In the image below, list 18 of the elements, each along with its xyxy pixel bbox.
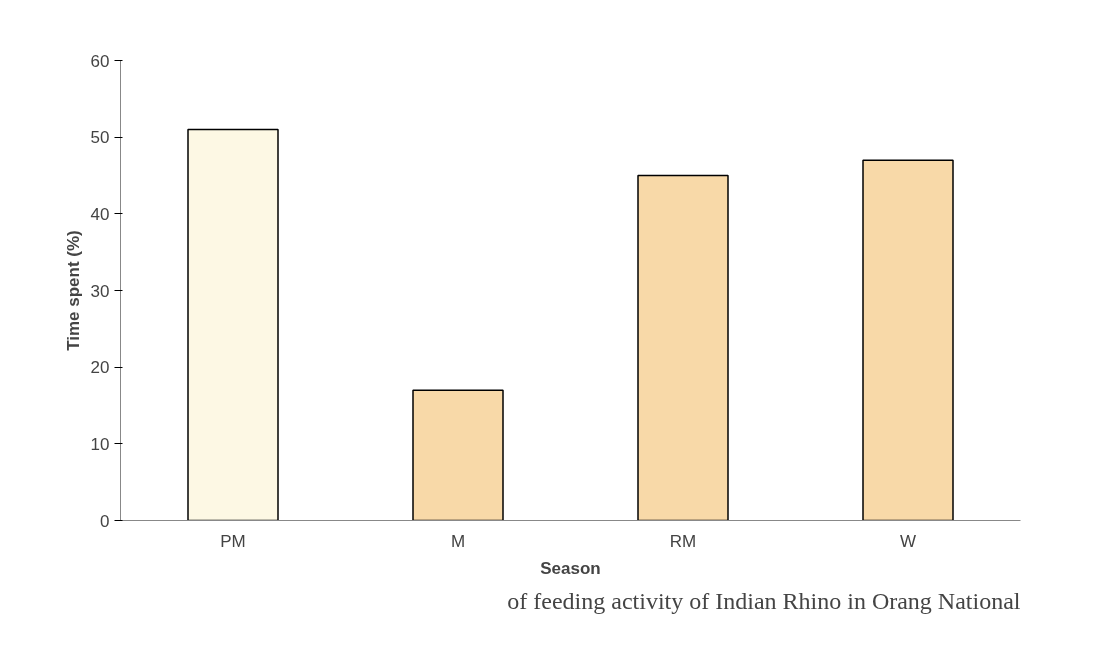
text: of feeding activity of Indian Rhino in Orang National — [507, 587, 1021, 614]
y-tick-label: 60 — [90, 51, 110, 71]
y-tick-label: 40 — [90, 204, 110, 224]
y-tick-label: 50 — [90, 128, 110, 148]
bar — [862, 159, 954, 521]
y-tick-label: 10 — [90, 434, 110, 454]
y-tick-label: 0 — [100, 511, 110, 531]
x-tick-label: W — [899, 531, 917, 551]
y-axis-title: Time spent (%) — [63, 230, 83, 351]
bar — [637, 174, 729, 521]
x-axis-title: Season — [540, 558, 601, 578]
bar — [412, 389, 504, 521]
x-tick-label: RM — [669, 531, 697, 551]
bar — [187, 128, 279, 521]
x-tick-label: M — [450, 531, 466, 551]
y-tick-label: 30 — [90, 281, 110, 301]
y-tick-label: 20 — [90, 358, 110, 378]
x-tick-label: PM — [220, 531, 246, 551]
